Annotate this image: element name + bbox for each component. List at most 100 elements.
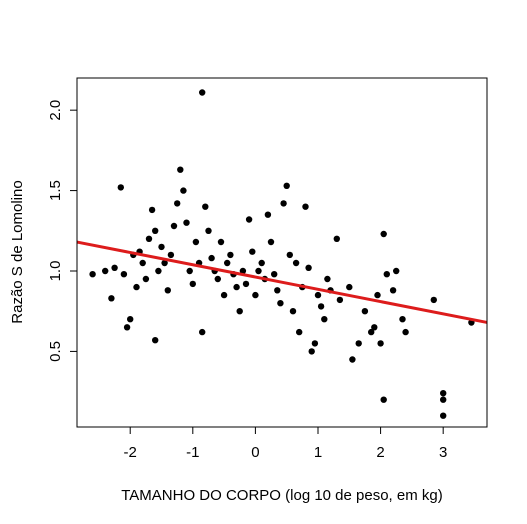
- data-point: [123, 324, 131, 331]
- x-tick-label: 1: [314, 444, 322, 461]
- data-point: [324, 275, 331, 283]
- data-point: [111, 264, 118, 271]
- data-point: [152, 337, 159, 344]
- data-point: [205, 227, 212, 234]
- y-axis-label: Razão S de Lomolino: [9, 180, 26, 323]
- data-point: [280, 200, 287, 207]
- data-point: [102, 267, 109, 275]
- data-point: [245, 216, 253, 223]
- x-tick-label: 2: [376, 444, 384, 461]
- data-point: [139, 259, 146, 267]
- data-point: [89, 271, 96, 278]
- data-point: [399, 316, 406, 323]
- data-point: [258, 259, 265, 267]
- data-point: [393, 267, 400, 275]
- x-axis: -2 -1 0 1 2 3: [124, 427, 447, 461]
- data-point: [252, 291, 259, 299]
- data-point: [305, 264, 312, 271]
- data-point: [249, 248, 256, 255]
- data-point: [199, 328, 206, 336]
- data-point: [333, 235, 340, 242]
- data-point: [355, 340, 362, 347]
- data-point: [271, 271, 278, 278]
- data-point: [117, 184, 125, 191]
- data-point: [164, 287, 171, 294]
- data-point: [177, 166, 184, 173]
- data-point: [199, 89, 206, 96]
- data-point: [183, 219, 190, 226]
- data-point: [321, 316, 328, 323]
- x-tick-label: 3: [439, 444, 447, 461]
- data-point: [174, 200, 181, 207]
- data-point: [308, 348, 315, 355]
- data-point: [377, 340, 384, 347]
- data-point: [180, 187, 187, 194]
- data-point: [402, 328, 409, 336]
- plot-frame: [76, 77, 488, 428]
- data-point: [145, 235, 153, 242]
- data-point: [236, 308, 243, 315]
- data-point: [239, 267, 247, 275]
- data-point: [374, 291, 381, 299]
- points-layer: [89, 89, 475, 419]
- data-point: [161, 259, 168, 267]
- data-point: [380, 230, 387, 238]
- data-point: [217, 238, 225, 246]
- data-point: [380, 396, 387, 403]
- y-tick-label: 1.5: [47, 180, 64, 201]
- data-point: [317, 303, 325, 310]
- data-point: [170, 222, 178, 230]
- data-point: [286, 251, 293, 259]
- data-point: [158, 243, 165, 251]
- data-point: [274, 287, 281, 294]
- data-point: [277, 300, 284, 307]
- data-point: [189, 280, 196, 288]
- data-point: [296, 328, 303, 336]
- data-point: [311, 340, 319, 347]
- y-tick-label: 2.0: [47, 100, 64, 121]
- x-axis-label: TAMANHO DO CORPO (log 10 de peso, em kg): [121, 487, 442, 504]
- trend-line: [76, 240, 488, 324]
- data-point: [283, 182, 290, 189]
- data-point: [368, 328, 375, 336]
- data-point: [214, 275, 221, 283]
- data-point: [389, 287, 397, 294]
- data-point: [361, 308, 369, 315]
- data-point: [233, 283, 240, 291]
- data-point: [155, 267, 162, 275]
- data-point: [242, 280, 250, 288]
- data-point: [148, 206, 156, 214]
- data-point: [186, 267, 193, 275]
- data-point: [192, 238, 200, 246]
- data-point: [292, 259, 300, 267]
- data-point: [346, 283, 353, 291]
- data-point: [440, 396, 447, 403]
- data-point: [289, 308, 297, 315]
- data-point: [202, 203, 209, 210]
- data-point: [314, 291, 322, 299]
- data-point: [255, 267, 262, 275]
- data-point: [349, 356, 356, 363]
- data-point: [227, 251, 234, 259]
- data-point: [383, 271, 390, 278]
- y-axis: 0.5 1.0 1.5 2.0: [47, 100, 77, 362]
- data-point: [371, 324, 378, 331]
- data-point: [120, 271, 128, 278]
- data-point: [133, 283, 140, 291]
- data-point: [127, 316, 134, 323]
- x-tick-label: -2: [124, 444, 137, 461]
- data-point: [224, 259, 231, 267]
- data-point: [440, 412, 447, 419]
- data-point: [430, 296, 437, 304]
- data-point: [108, 295, 115, 302]
- x-tick-label: 0: [251, 444, 259, 461]
- data-point: [152, 227, 159, 234]
- data-point: [264, 211, 272, 218]
- data-point: [220, 291, 228, 299]
- data-point: [208, 254, 215, 262]
- data-point: [440, 390, 447, 397]
- data-point: [336, 296, 344, 304]
- data-point: [302, 203, 309, 210]
- x-tick-label: -1: [186, 444, 199, 461]
